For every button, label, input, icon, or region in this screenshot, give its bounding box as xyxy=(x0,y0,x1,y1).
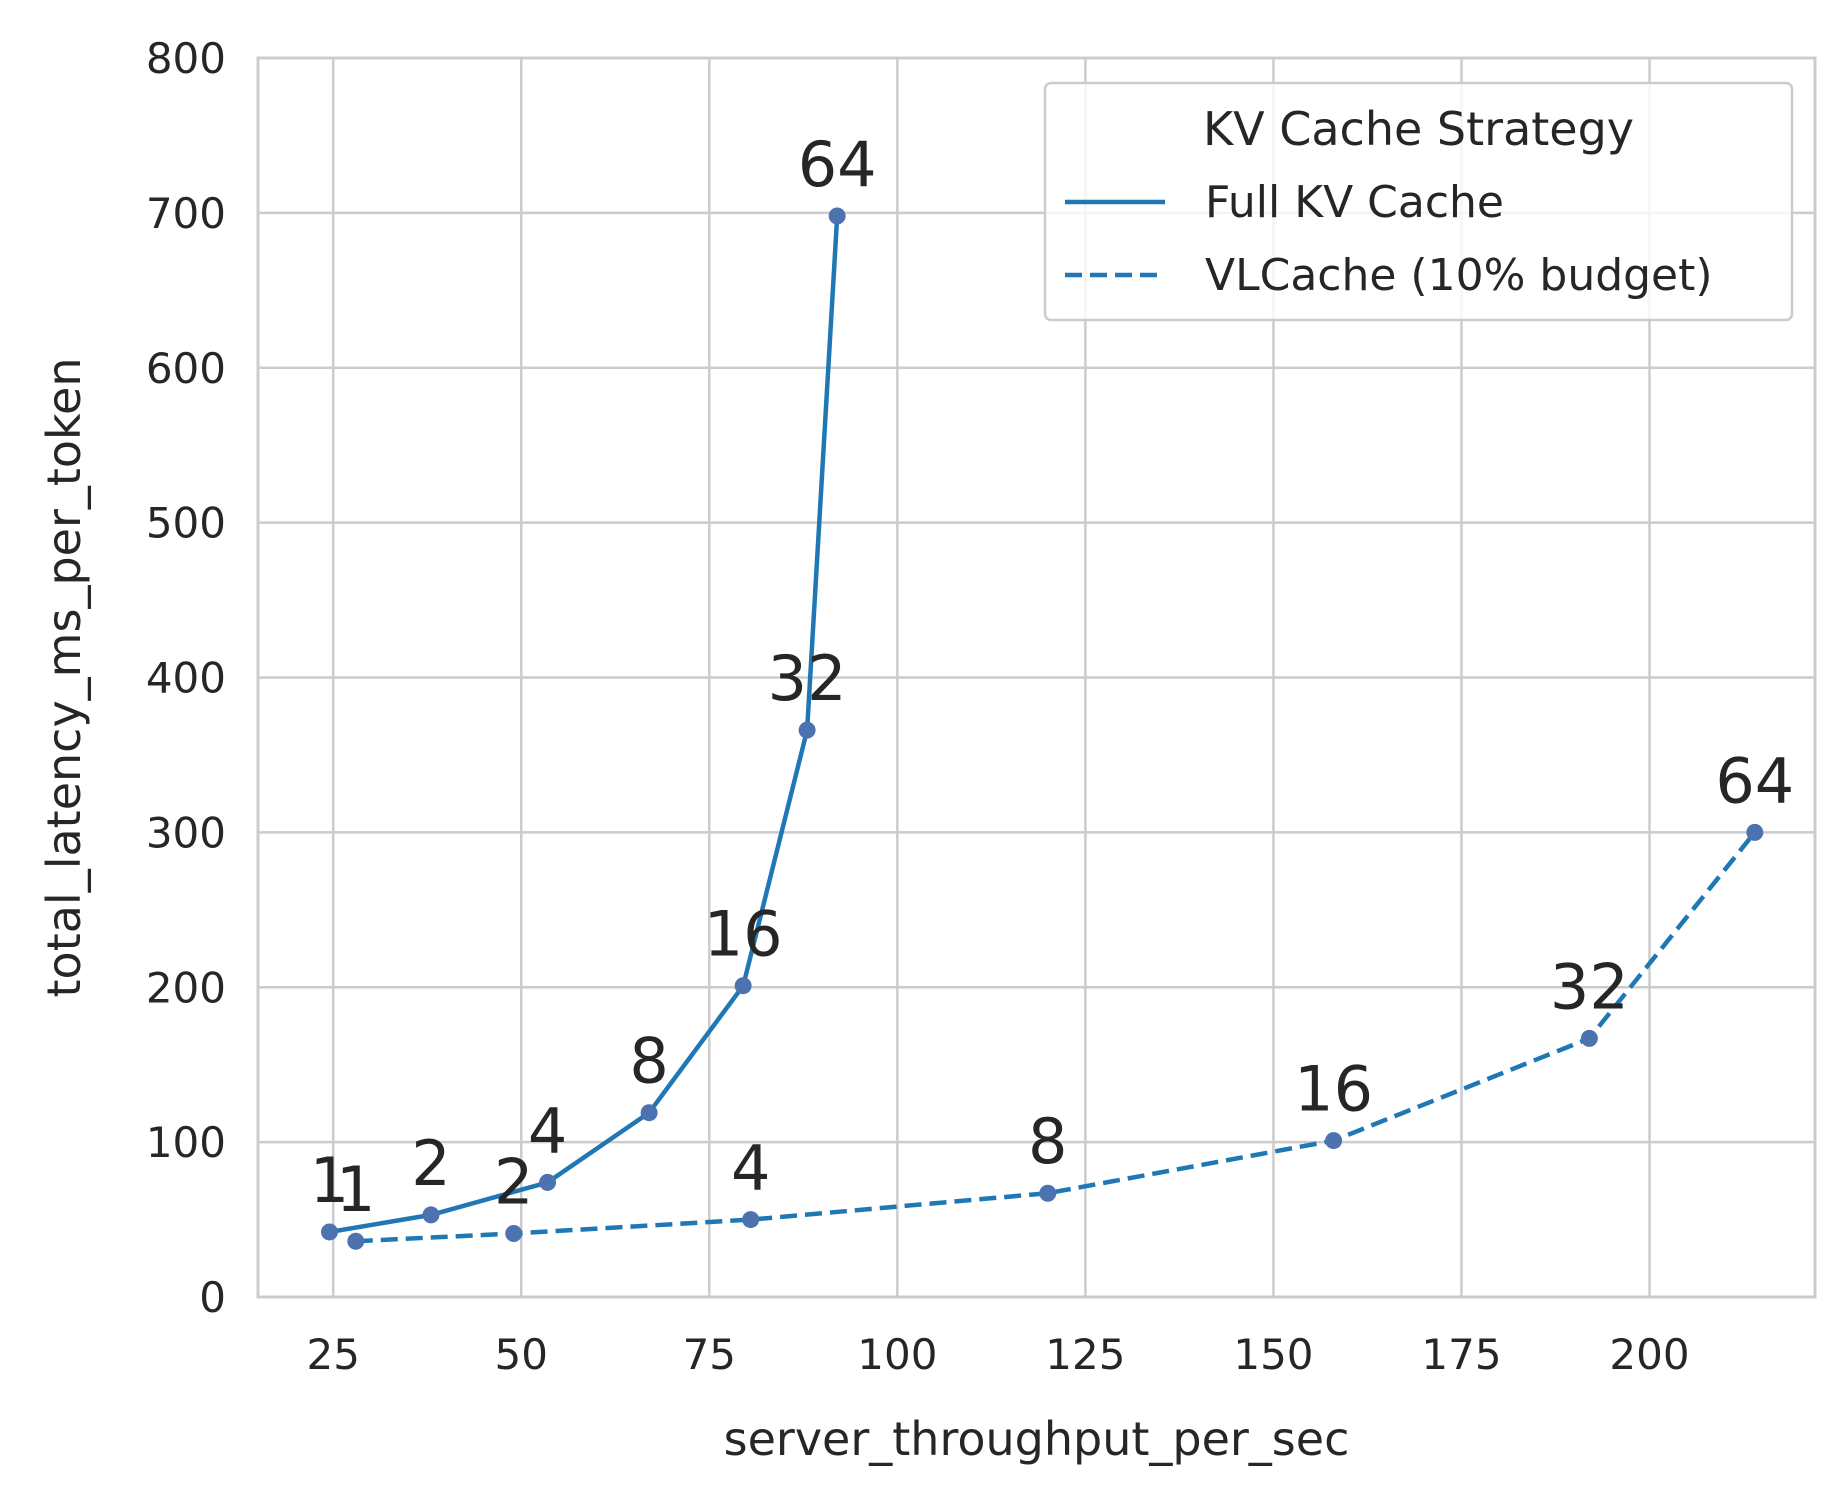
x-tick-label: 150 xyxy=(1233,1330,1313,1379)
data-point xyxy=(505,1225,523,1243)
data-point xyxy=(640,1104,658,1122)
data-point xyxy=(347,1232,365,1250)
x-tick-label: 125 xyxy=(1045,1330,1125,1379)
legend-box xyxy=(1043,81,1794,322)
legend-title: KV Cache Strategy xyxy=(1203,102,1634,156)
y-tick-label: 300 xyxy=(146,808,226,857)
data-point xyxy=(1325,1132,1343,1150)
data-point xyxy=(828,207,846,225)
legend-entry-vlcache: VLCache (10% budget) xyxy=(1205,250,1713,301)
data-point xyxy=(1039,1184,1057,1202)
data-point xyxy=(1746,823,1764,841)
data-label: 2 xyxy=(411,1127,450,1200)
data-label: 1 xyxy=(336,1153,375,1226)
x-tick-label: 50 xyxy=(495,1330,548,1379)
data-point xyxy=(1580,1029,1598,1047)
tick-labels: 25 50 75 100 125 150 175 200 0 100 200 300 400 500 600… xyxy=(146,34,1690,1379)
y-tick-label: 800 xyxy=(146,34,226,83)
y-tick-label: 200 xyxy=(146,963,226,1012)
legend: KV Cache Strategy Full KV Cache VLCache … xyxy=(1043,81,1794,322)
y-tick-label: 500 xyxy=(146,499,226,548)
x-tick-label: 75 xyxy=(683,1330,736,1379)
x-tick-label: 100 xyxy=(857,1330,937,1379)
legend-entry-full-kv-cache: Full KV Cache xyxy=(1205,177,1504,228)
data-point xyxy=(798,721,816,739)
data-point xyxy=(539,1173,557,1191)
y-tick-label: 700 xyxy=(146,189,226,238)
data-label: 64 xyxy=(798,128,877,201)
data-label: 1 xyxy=(310,1144,349,1217)
y-tick-label: 600 xyxy=(146,344,226,393)
data-label: 4 xyxy=(731,1132,770,1205)
y-tick-label: 400 xyxy=(146,654,226,703)
y-tick-label: 100 xyxy=(146,1118,226,1167)
series xyxy=(320,207,1764,1250)
data-point xyxy=(742,1211,760,1229)
data-point xyxy=(734,977,752,995)
data-label: 32 xyxy=(1550,950,1629,1023)
data-label: 8 xyxy=(629,1025,668,1098)
data-point xyxy=(320,1223,338,1241)
x-tick-label: 25 xyxy=(306,1330,359,1379)
y-tick-label: 0 xyxy=(199,1273,226,1322)
data-label: 64 xyxy=(1715,744,1794,817)
data-label: 4 xyxy=(528,1094,567,1167)
data-point xyxy=(422,1206,440,1224)
data-label: 16 xyxy=(704,898,783,971)
data-label: 32 xyxy=(768,642,847,715)
x-axis-label: server_throughput_per_sec xyxy=(724,1412,1350,1466)
data-label: 8 xyxy=(1028,1105,1067,1178)
x-tick-label: 200 xyxy=(1609,1330,1689,1379)
data-label: 2 xyxy=(494,1146,533,1219)
data-label: 16 xyxy=(1294,1053,1373,1126)
plot-frame xyxy=(256,56,1817,1299)
y-axis-label: total_latency_ms_per_token xyxy=(37,358,91,998)
x-tick-label: 175 xyxy=(1421,1330,1501,1379)
